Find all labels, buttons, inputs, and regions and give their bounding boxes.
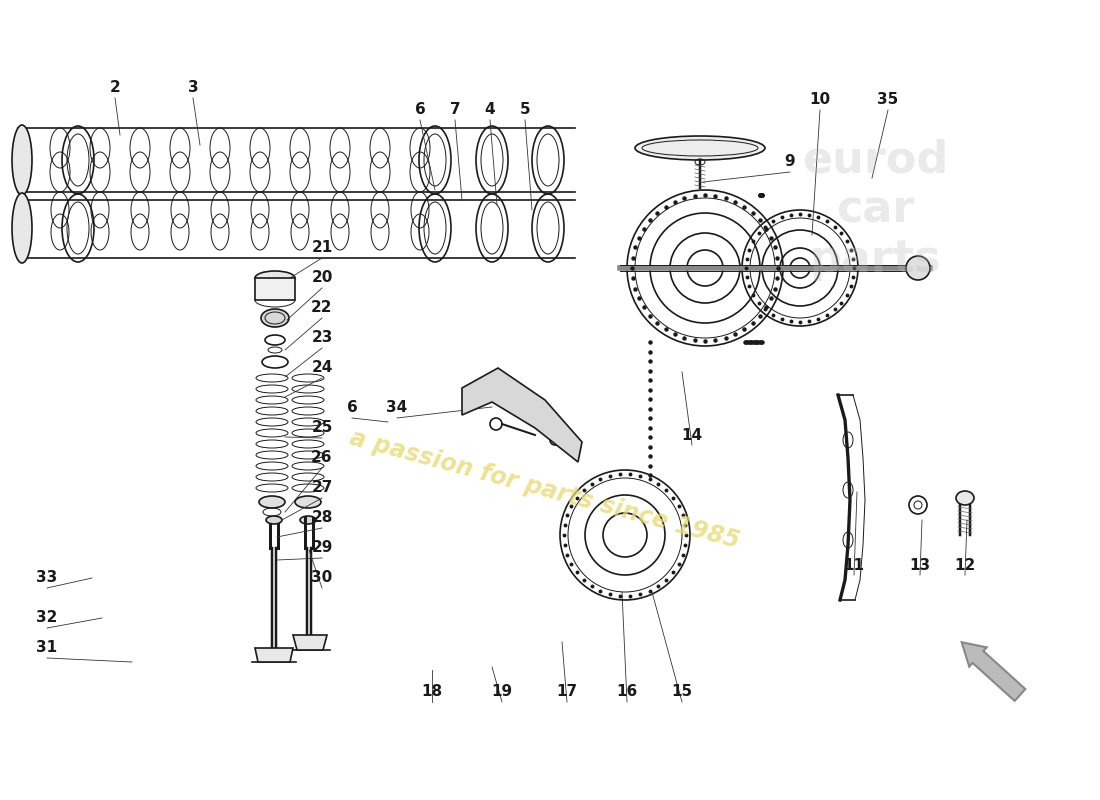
- Text: 14: 14: [681, 427, 703, 442]
- Ellipse shape: [906, 256, 930, 280]
- Text: 25: 25: [311, 421, 332, 435]
- Text: 21: 21: [311, 241, 332, 255]
- Text: eurod
car
parts: eurod car parts: [802, 138, 948, 282]
- Text: 15: 15: [671, 685, 693, 699]
- Text: 11: 11: [844, 558, 865, 573]
- Text: 2: 2: [110, 81, 120, 95]
- Text: 23: 23: [311, 330, 332, 346]
- Text: 16: 16: [616, 685, 638, 699]
- Ellipse shape: [255, 271, 295, 285]
- Text: 30: 30: [311, 570, 332, 586]
- Text: 9: 9: [784, 154, 795, 170]
- Text: a passion for parts since 1985: a passion for parts since 1985: [348, 426, 742, 554]
- FancyArrow shape: [961, 642, 1025, 701]
- Text: 24: 24: [311, 361, 332, 375]
- Ellipse shape: [12, 125, 32, 195]
- Text: 6: 6: [415, 102, 426, 118]
- Polygon shape: [293, 635, 327, 650]
- Text: 34: 34: [386, 401, 408, 415]
- Text: 19: 19: [492, 685, 513, 699]
- Polygon shape: [255, 648, 293, 662]
- Polygon shape: [255, 278, 295, 300]
- Text: 27: 27: [311, 481, 332, 495]
- Ellipse shape: [300, 516, 316, 524]
- Text: 35: 35: [878, 93, 899, 107]
- Text: 17: 17: [557, 685, 578, 699]
- Text: 10: 10: [810, 93, 830, 107]
- Text: 7: 7: [450, 102, 460, 118]
- Text: 22: 22: [311, 301, 332, 315]
- Text: 31: 31: [36, 641, 57, 655]
- Ellipse shape: [266, 516, 282, 524]
- Text: 32: 32: [36, 610, 57, 626]
- Ellipse shape: [12, 193, 32, 263]
- Ellipse shape: [261, 309, 289, 327]
- Text: 3: 3: [188, 81, 198, 95]
- Text: 13: 13: [910, 558, 931, 573]
- Ellipse shape: [635, 136, 764, 160]
- Ellipse shape: [258, 496, 285, 508]
- Text: 4: 4: [485, 102, 495, 118]
- Text: 6: 6: [346, 401, 358, 415]
- Ellipse shape: [956, 491, 974, 505]
- Text: 5: 5: [519, 102, 530, 118]
- Ellipse shape: [295, 496, 321, 508]
- Text: 26: 26: [311, 450, 332, 466]
- Text: 12: 12: [955, 558, 976, 573]
- Text: 33: 33: [36, 570, 57, 586]
- Polygon shape: [462, 368, 582, 462]
- Text: 18: 18: [421, 685, 442, 699]
- Text: 20: 20: [311, 270, 332, 286]
- Text: 29: 29: [311, 541, 332, 555]
- Text: 28: 28: [311, 510, 332, 526]
